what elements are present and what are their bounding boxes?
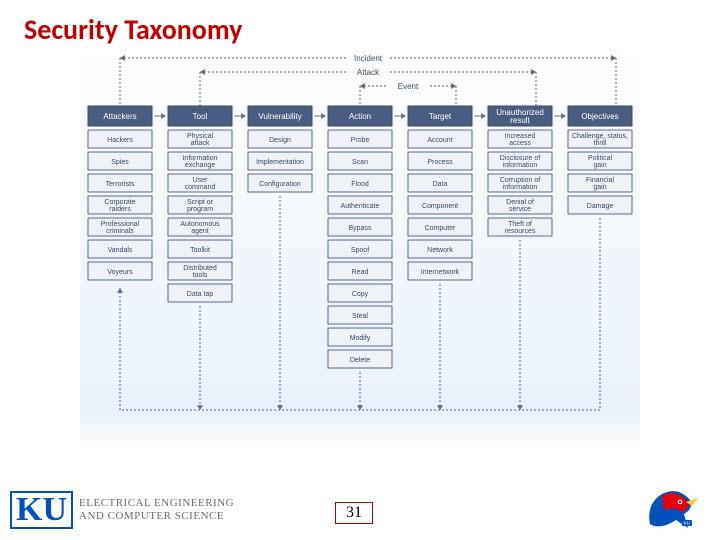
svg-text:Objectives: Objectives	[581, 112, 618, 121]
svg-text:Network: Network	[427, 247, 453, 254]
ku-branding: KU ELECTRICAL ENGINEERING AND COMPUTER S…	[10, 488, 270, 532]
svg-text:KU: KU	[684, 521, 690, 526]
svg-text:Challenge, status,: Challenge, status,	[572, 133, 628, 140]
svg-text:Corruption of: Corruption of	[500, 177, 541, 184]
svg-text:Probe: Probe	[351, 137, 370, 144]
svg-text:thrill: thrill	[594, 140, 607, 147]
svg-text:Corporate: Corporate	[104, 199, 135, 206]
svg-text:command: command	[185, 184, 216, 191]
svg-text:access: access	[509, 140, 531, 147]
svg-text:Bypass: Bypass	[349, 225, 372, 232]
svg-text:Configuration: Configuration	[259, 181, 301, 188]
svg-text:result: result	[510, 116, 530, 125]
svg-text:Theft of: Theft of	[508, 221, 532, 228]
page-number: 31	[335, 502, 373, 524]
svg-text:Scan: Scan	[352, 159, 368, 166]
svg-text:gain: gain	[593, 162, 606, 169]
svg-text:Tool: Tool	[193, 112, 208, 121]
svg-text:Vulnerability: Vulnerability	[258, 112, 301, 121]
svg-text:Implementation: Implementation	[256, 159, 304, 166]
svg-text:Autonomous: Autonomous	[180, 221, 220, 228]
svg-text:Target: Target	[429, 112, 452, 121]
dept-line2: AND COMPUTER SCIENCE	[79, 510, 234, 523]
svg-text:Script or: Script or	[187, 199, 214, 206]
svg-text:agent: agent	[191, 228, 209, 235]
svg-text:tools: tools	[193, 272, 208, 279]
svg-text:Component: Component	[422, 203, 458, 210]
ku-logo: KU	[10, 491, 73, 529]
svg-text:Internetwork: Internetwork	[421, 269, 460, 276]
svg-text:Data: Data	[433, 181, 448, 188]
ku-dept: ELECTRICAL ENGINEERING AND COMPUTER SCIE…	[79, 497, 234, 522]
svg-text:Financial: Financial	[586, 177, 614, 184]
svg-text:Increased: Increased	[505, 133, 536, 140]
svg-text:Event: Event	[398, 82, 419, 91]
footer: KU ELECTRICAL ENGINEERING AND COMPUTER S…	[0, 480, 720, 540]
svg-text:raiders: raiders	[109, 206, 131, 213]
svg-text:information: information	[503, 162, 538, 169]
svg-text:exchange: exchange	[185, 162, 215, 169]
svg-text:Toolkit: Toolkit	[190, 247, 210, 254]
svg-text:Information: Information	[182, 155, 217, 162]
svg-text:Professional: Professional	[101, 221, 140, 228]
slide-title: Security Taxonomy	[24, 12, 242, 47]
dept-line1: ELECTRICAL ENGINEERING	[79, 497, 234, 510]
svg-text:Distributed: Distributed	[183, 265, 217, 272]
svg-text:criminals: criminals	[106, 228, 134, 235]
svg-text:service: service	[509, 206, 531, 213]
svg-text:Voyeurs: Voyeurs	[107, 269, 133, 276]
svg-text:Terrorists: Terrorists	[106, 181, 135, 188]
svg-text:Vandals: Vandals	[108, 247, 133, 254]
svg-text:Denial of: Denial of	[506, 199, 534, 206]
svg-text:Process: Process	[427, 159, 453, 166]
svg-text:Read: Read	[352, 269, 369, 276]
svg-text:Data tap: Data tap	[187, 291, 214, 298]
svg-text:Action: Action	[349, 112, 371, 121]
svg-text:Spies: Spies	[111, 159, 129, 166]
svg-text:Physical: Physical	[187, 133, 214, 140]
svg-text:Modify: Modify	[350, 335, 371, 342]
svg-text:Delete: Delete	[350, 357, 370, 364]
svg-text:Computer: Computer	[425, 225, 456, 232]
diagram-svg: Incident Attack Event Attackers Hackers Spies…	[80, 50, 640, 450]
svg-text:Attack: Attack	[357, 68, 380, 77]
svg-text:User: User	[193, 177, 208, 184]
svg-text:information: information	[503, 184, 538, 191]
svg-text:Attackers: Attackers	[103, 112, 136, 121]
svg-text:gain: gain	[593, 184, 606, 191]
svg-text:resources: resources	[505, 228, 536, 235]
svg-text:Steal: Steal	[352, 313, 368, 320]
svg-text:Damage: Damage	[587, 203, 614, 210]
svg-text:Design: Design	[269, 137, 291, 144]
svg-text:attack: attack	[191, 140, 210, 147]
svg-text:Incident: Incident	[354, 54, 383, 63]
svg-text:Political: Political	[588, 155, 613, 162]
taxonomy-diagram: Incident Attack Event Attackers Hackers Spies…	[80, 50, 640, 450]
svg-text:Hackers: Hackers	[107, 137, 133, 144]
svg-text:Disclosure of: Disclosure of	[500, 155, 541, 162]
svg-text:Account: Account	[427, 137, 452, 144]
svg-text:program: program	[187, 206, 213, 213]
jayhawk-icon: KU	[640, 484, 700, 532]
svg-text:Flood: Flood	[351, 181, 369, 188]
svg-text:Copy: Copy	[352, 291, 369, 298]
svg-text:Spoof: Spoof	[351, 247, 369, 254]
svg-text:Authenticate: Authenticate	[341, 203, 380, 210]
slide: Security Taxonomy Incident Attack Event Att…	[0, 0, 720, 540]
